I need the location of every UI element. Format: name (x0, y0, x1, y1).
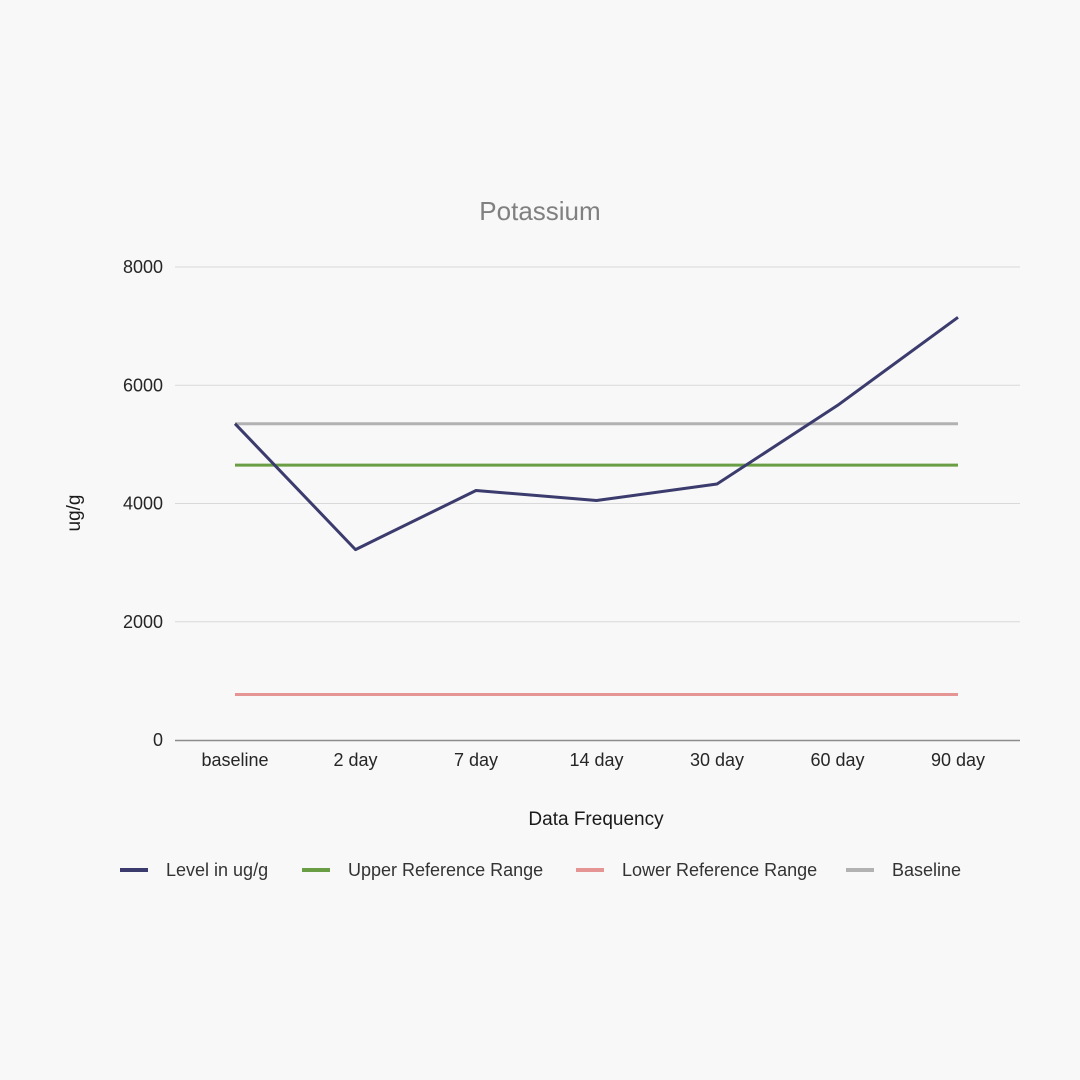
y-tick-label: 2000 (123, 612, 163, 632)
series-lines (233, 316, 959, 696)
legend-item: Baseline (846, 860, 961, 880)
legend-label: Lower Reference Range (622, 860, 817, 880)
x-axis-title: Data Frequency (528, 809, 664, 830)
x-tick-label: 14 day (569, 750, 623, 770)
x-tick-label: 60 day (810, 750, 864, 770)
gridlines (175, 266, 1020, 623)
x-tick-label: 7 day (454, 750, 498, 770)
x-tick-label: 30 day (690, 750, 744, 770)
x-tick-label: 2 day (333, 750, 377, 770)
x-tick-label: baseline (201, 750, 268, 770)
x-axis-ticks: baseline 2 day 7 day 14 day 30 day 60 day 90 d… (201, 750, 985, 770)
y-axis-ticks: 0 2000 4000 6000 8000 (123, 257, 163, 750)
x-tick-label: 90 day (931, 750, 985, 770)
y-tick-label: 0 (153, 730, 163, 750)
y-tick-label: 4000 (123, 494, 163, 514)
legend: Level in ug/g Upper Reference Range Lower … (120, 860, 961, 880)
chart-title: Potassium (479, 196, 600, 226)
y-tick-label: 6000 (123, 375, 163, 395)
y-axis-title: ug/g (64, 495, 85, 532)
legend-label: Upper Reference Range (348, 860, 543, 880)
series-line-level-in-ug-g (233, 316, 959, 552)
legend-label: Level in ug/g (166, 860, 268, 880)
legend-item: Lower Reference Range (576, 860, 817, 880)
legend-item: Upper Reference Range (302, 860, 543, 880)
legend-label: Baseline (892, 860, 961, 880)
legend-item: Level in ug/g (120, 860, 268, 880)
y-tick-label: 8000 (123, 257, 163, 277)
